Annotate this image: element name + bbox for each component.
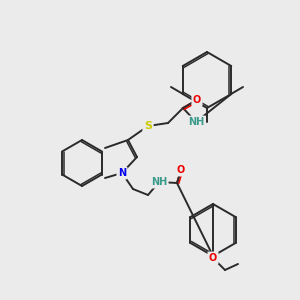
Text: O: O xyxy=(193,95,201,105)
Text: N: N xyxy=(118,168,126,178)
Text: O: O xyxy=(177,165,185,175)
Text: NH: NH xyxy=(188,117,204,127)
Text: NH: NH xyxy=(151,177,167,187)
Text: S: S xyxy=(144,121,152,131)
Text: O: O xyxy=(209,253,217,263)
